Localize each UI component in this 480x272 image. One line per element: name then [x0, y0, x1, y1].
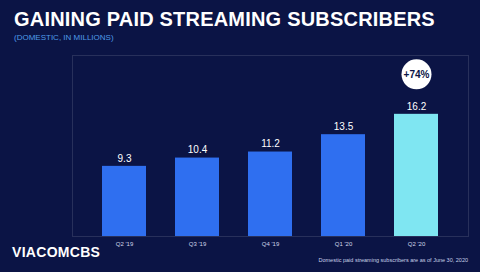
svg-text:16.2: 16.2 [407, 101, 427, 112]
svg-text:Q3 '19: Q3 '19 [189, 241, 207, 247]
svg-text:Q2 '20: Q2 '20 [408, 241, 426, 247]
html-text:(DOMESTIC, IN MILLIONS): (DOMESTIC, IN MILLIONS) [14, 33, 114, 42]
html-text:Domestic paid streaming subscr: Domestic paid streaming subscribers are … [318, 257, 468, 263]
svg-text:10.4: 10.4 [188, 144, 208, 155]
html-text:VIACOMCBS: VIACOMCBS [12, 244, 101, 260]
svg-text:9.3: 9.3 [118, 153, 132, 164]
svg-text:Q4 '19: Q4 '19 [262, 241, 280, 247]
svg-text:Q1 '20: Q1 '20 [335, 241, 353, 247]
svg-text:+74%: +74% [404, 69, 430, 80]
html-text:GAINING PAID STREAMING SUBSCRI: GAINING PAID STREAMING SUBSCRIBERS [14, 8, 435, 30]
svg-text:11.2: 11.2 [261, 138, 280, 149]
svg-text:13.5: 13.5 [334, 121, 354, 132]
svg-text:Q2 '19: Q2 '19 [116, 241, 134, 247]
